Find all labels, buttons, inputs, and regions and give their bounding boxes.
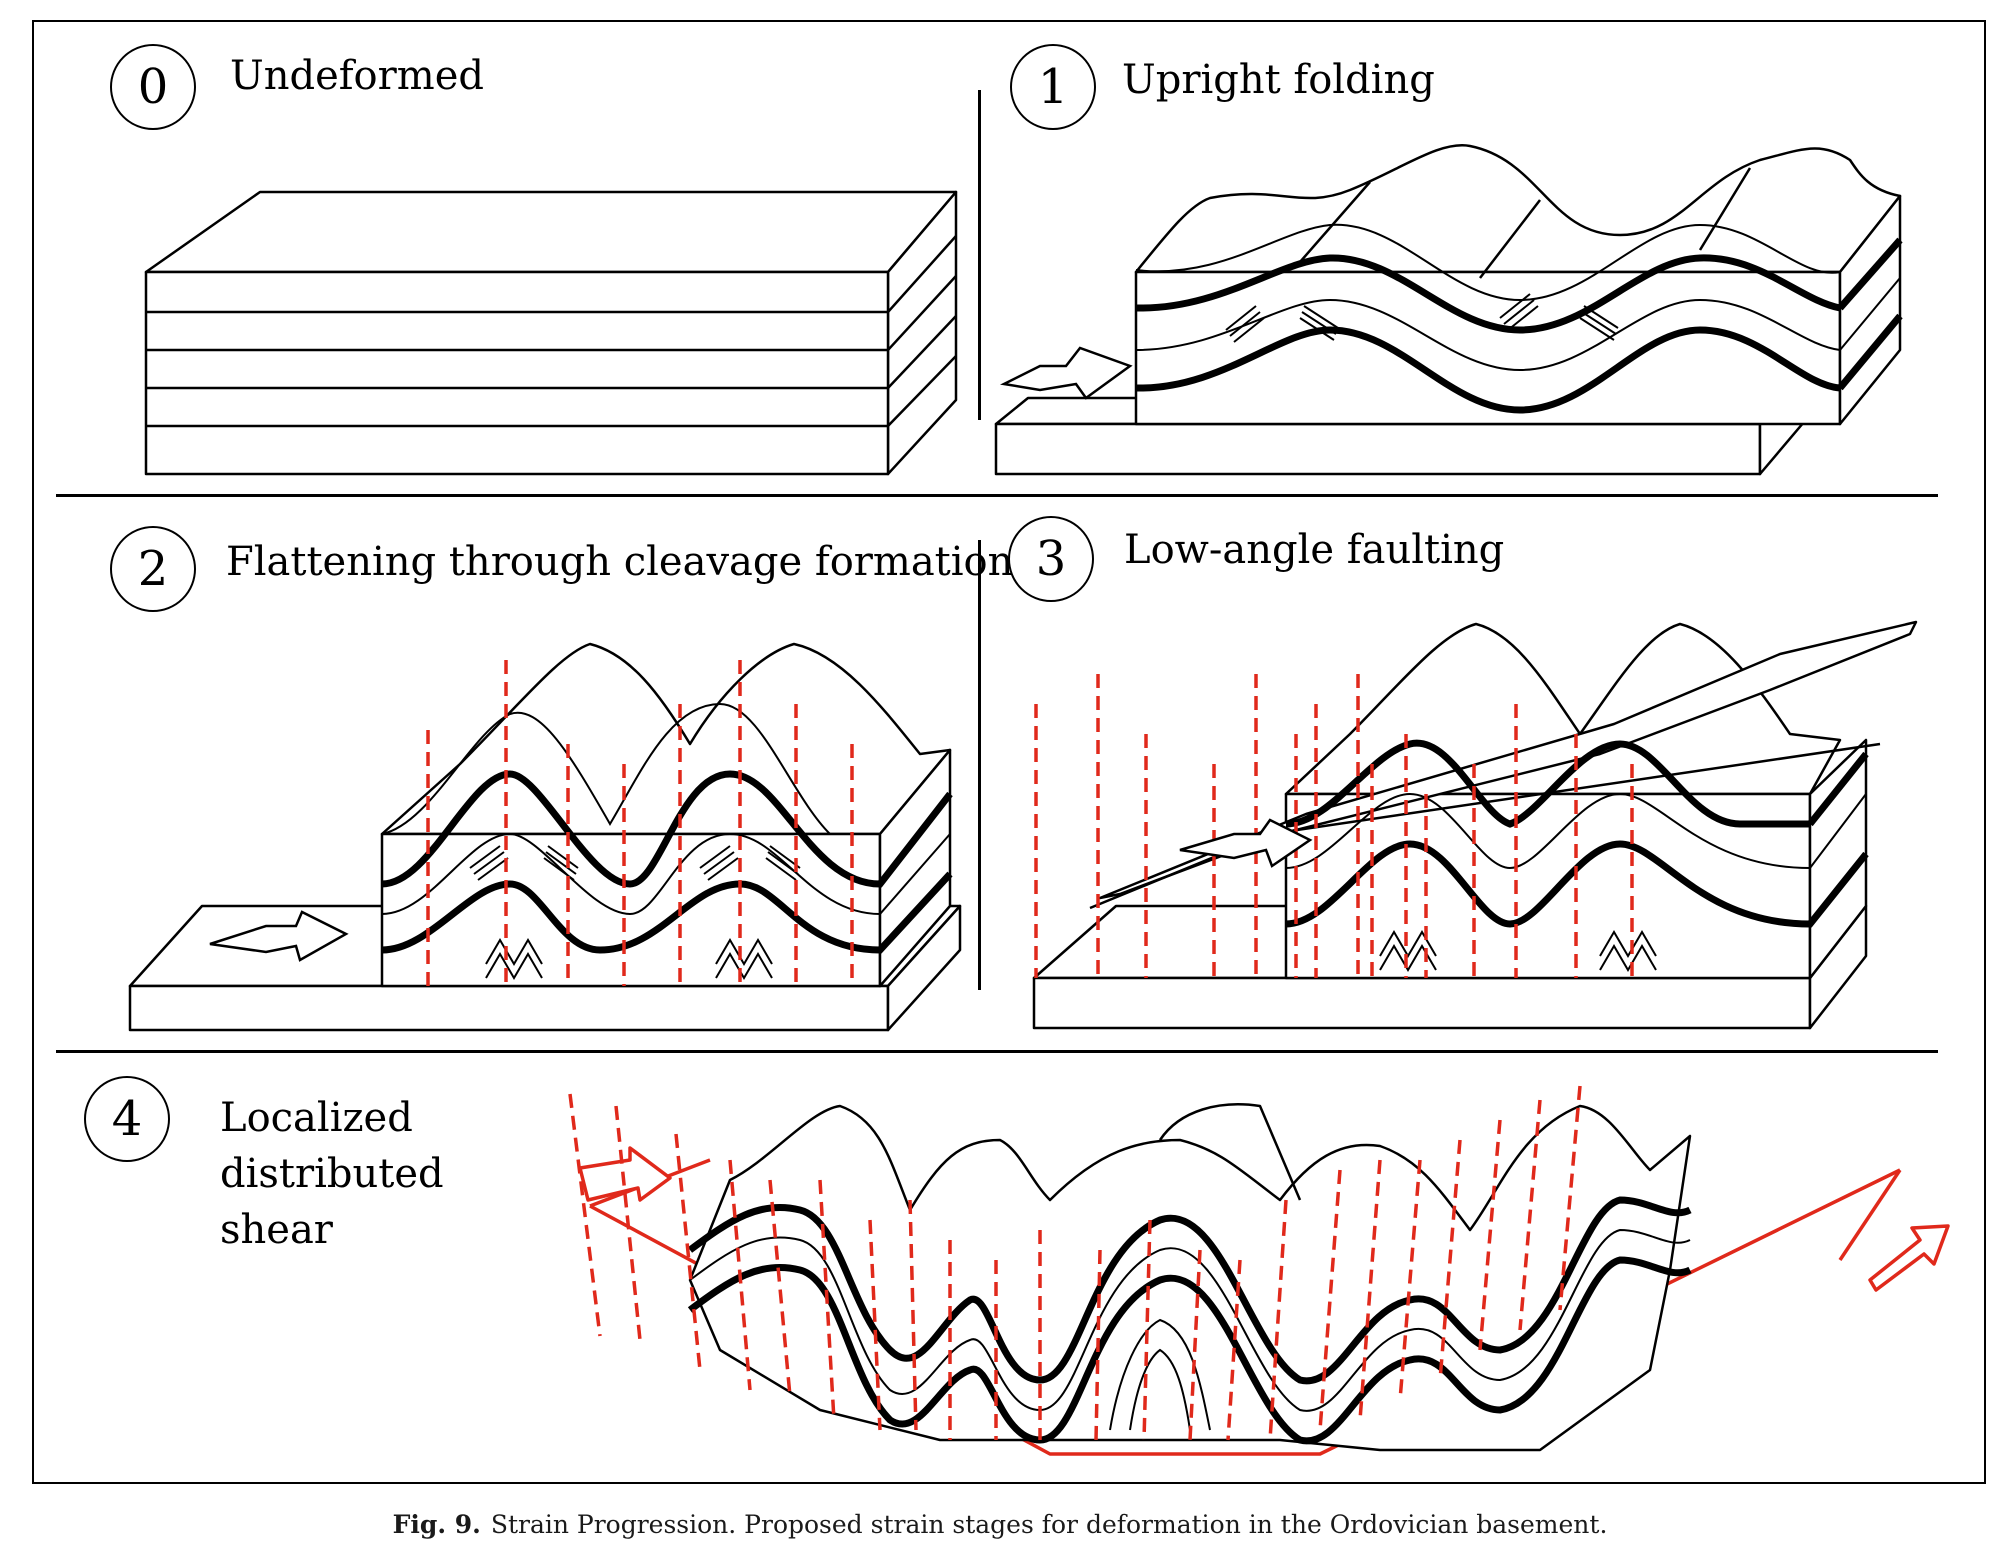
stage-1-title: Upright folding [1122, 57, 1435, 103]
stage-1-number: 1 [1010, 44, 1096, 130]
row-divider-1 [56, 494, 1938, 497]
column-divider-2 [978, 540, 981, 990]
flattening-block [128, 642, 962, 1032]
stage-0-title: Undeformed [230, 53, 484, 99]
figure-frame [32, 20, 1986, 1484]
low-angle-faulting-block [1032, 620, 1918, 1030]
stage-3-number: 3 [1008, 516, 1094, 602]
figure-caption: Fig. 9. Strain Progression. Proposed stra… [0, 1510, 2000, 1539]
stage-3-title: Low-angle faulting [1124, 527, 1505, 573]
undeformed-block [144, 190, 958, 476]
column-divider-1 [978, 90, 981, 420]
stage-4-number: 4 [84, 1076, 170, 1162]
stage-4-title: Localized distributed shear [220, 1095, 444, 1253]
stage-2-title: Flattening through cleavage formation [226, 539, 1014, 585]
stage-0-number: 0 [110, 44, 196, 130]
stage-2-number: 2 [110, 526, 196, 612]
figure-label: Fig. 9. [392, 1510, 481, 1539]
localized-shear-block [568, 1085, 1950, 1456]
figure-caption-text: Strain Progression. Proposed strain stag… [490, 1510, 1608, 1539]
row-divider-2 [56, 1050, 1938, 1053]
upright-folding-block [994, 143, 1903, 476]
